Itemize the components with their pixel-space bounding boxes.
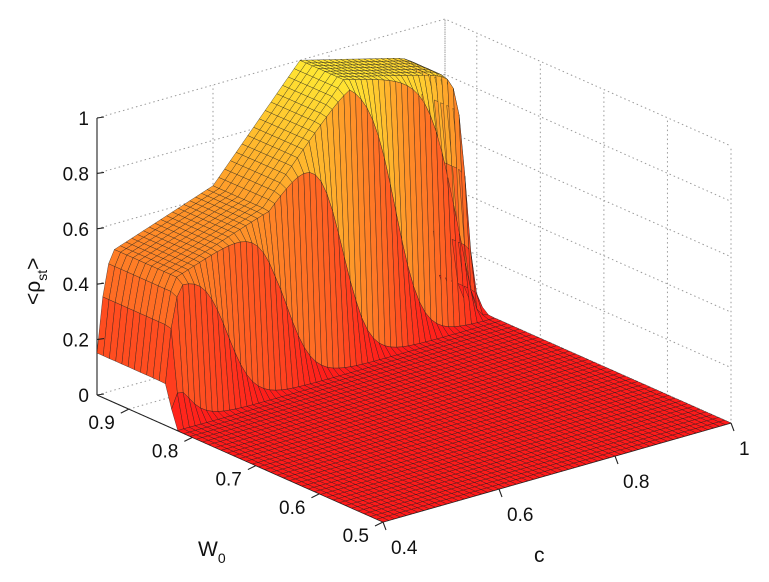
z-tick-mark	[96, 116, 105, 119]
w-tick-mark	[247, 465, 257, 471]
z-tick-mark	[96, 338, 105, 341]
z-tick-label: 0	[78, 386, 89, 407]
z-axis-label-open: <	[22, 293, 45, 305]
w-tick-label: 0.8	[152, 441, 178, 462]
z-tick-label: 0.2	[63, 331, 89, 352]
y-axis-label: W0	[198, 538, 226, 566]
w-tick-label: 0.5	[343, 526, 369, 547]
c-tick-mark	[730, 422, 735, 432]
w-tick-label: 0.7	[215, 470, 241, 491]
z-tick-mark	[96, 282, 105, 285]
w-tick-mark	[184, 436, 193, 442]
z-axis-label-close: >	[22, 258, 45, 270]
c-tick-mark	[498, 488, 503, 498]
surface-plot	[96, 58, 732, 523]
z-tick-label: 0.8	[63, 164, 89, 185]
z-tick-mark	[96, 171, 105, 174]
c-tick-label: 1	[739, 439, 750, 460]
w-tick-label: 0.6	[279, 498, 305, 519]
z-axis-label-sub: st	[34, 270, 50, 281]
w-tick-mark	[374, 521, 384, 527]
z-tick-label: 0.4	[63, 275, 90, 296]
c-tick-mark	[614, 455, 619, 465]
w-tick-mark	[120, 408, 130, 414]
tick-labels: 0 0.2 0.4 0.6 0.8 1 0.5 0.6 0.7 0.8 0.9 0.4 0.6 0.8 1	[63, 109, 750, 559]
c-tick-label: 0.6	[507, 505, 533, 526]
c-tick-label: 0.8	[623, 472, 649, 493]
w-tick-mark	[311, 493, 320, 499]
y-axis-label-main: W	[198, 538, 218, 561]
y-axis-label-sub: 0	[218, 550, 226, 566]
surface-patch	[718, 420, 732, 425]
w-tick-label: 0.9	[88, 413, 114, 434]
x-axis-label: c	[534, 544, 545, 567]
z-tick-mark	[96, 393, 105, 396]
c-tick-mark	[382, 521, 387, 531]
z-tick-mark	[96, 227, 105, 230]
z-tick-label: 0.6	[63, 220, 89, 241]
z-axis-label-main: ρ	[22, 281, 45, 293]
z-axis-label: <ρst>	[22, 258, 50, 305]
z-tick-label: 1	[78, 109, 89, 130]
c-tick-label: 0.4	[391, 538, 418, 559]
